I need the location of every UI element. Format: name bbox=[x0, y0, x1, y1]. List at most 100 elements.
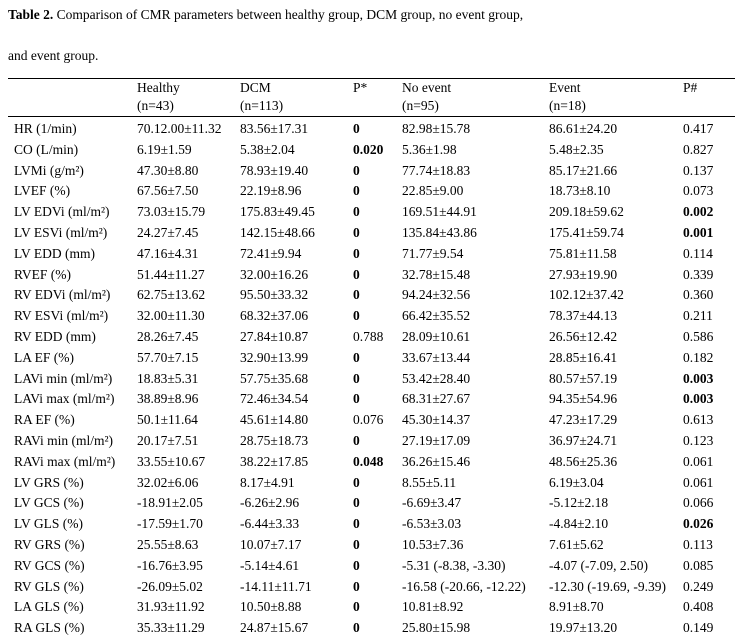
cell: 94.24±32.56 bbox=[402, 287, 471, 303]
cell: 32.90±13.99 bbox=[240, 349, 309, 365]
row-label: RV EDVi (ml/m²) bbox=[14, 287, 111, 303]
cell: 36.97±24.71 bbox=[549, 433, 618, 448]
cell: 27.93±19.90 bbox=[549, 266, 618, 282]
row-label: RVEF (%) bbox=[14, 266, 72, 282]
cell: 35.33±11.29 bbox=[137, 620, 205, 636]
row-label: RV EDD (mm) bbox=[14, 329, 96, 344]
cell: 73.03±15.79 bbox=[137, 204, 206, 220]
cell: 38.89±8.96 bbox=[137, 391, 199, 407]
cell: 0.003 bbox=[683, 370, 714, 386]
cell: 51.44±11.27 bbox=[137, 266, 205, 282]
cell: -16.58 (-20.66, -12.22) bbox=[402, 578, 526, 594]
cell: 10.07±7.17 bbox=[240, 537, 302, 552]
cell: 5.48±2.35 bbox=[549, 141, 604, 157]
cell: -12.30 (-19.69, -9.39) bbox=[549, 578, 666, 594]
cell: 72.46±34.54 bbox=[240, 391, 309, 407]
cell: 32.00±16.26 bbox=[240, 266, 309, 282]
cell: 0.613 bbox=[683, 412, 714, 428]
cell: 0.339 bbox=[683, 266, 714, 282]
cell: 85.17±21.66 bbox=[549, 162, 618, 178]
cell: 0 bbox=[353, 183, 360, 199]
cell: 0.113 bbox=[683, 537, 713, 552]
column-n: (n=95) bbox=[402, 98, 439, 113]
row-label: LV GLS (%) bbox=[14, 516, 84, 532]
row-label: LVEF (%) bbox=[14, 183, 71, 199]
cell: 0 bbox=[353, 433, 360, 448]
column-header: P* bbox=[353, 80, 368, 95]
cell: 0.026 bbox=[683, 516, 714, 532]
cell: 175.83±49.45 bbox=[240, 204, 315, 220]
cell: 20.17±7.51 bbox=[137, 433, 199, 448]
cell: 47.23±17.29 bbox=[549, 412, 618, 428]
cell: 32.02±6.06 bbox=[137, 474, 199, 490]
cell: 0.417 bbox=[683, 121, 714, 136]
cell: 5.36±1.98 bbox=[402, 141, 457, 157]
cell: 18.83±5.31 bbox=[137, 370, 199, 386]
cell: 0.002 bbox=[683, 204, 714, 220]
cell: 77.74±18.83 bbox=[402, 162, 471, 178]
cell: 0.788 bbox=[353, 329, 384, 344]
cell: 7.61±5.62 bbox=[549, 537, 604, 552]
row-label: RV GLS (%) bbox=[14, 578, 84, 594]
cell: 31.93±11.92 bbox=[137, 599, 205, 615]
cell: -6.44±3.33 bbox=[240, 516, 300, 532]
cell: 0 bbox=[353, 162, 360, 178]
cell: 18.73±8.10 bbox=[549, 183, 611, 199]
cell: 83.56±17.31 bbox=[240, 121, 309, 136]
cell: -6.26±2.96 bbox=[240, 495, 300, 511]
cell: 0 bbox=[353, 516, 360, 532]
cell: 27.84±10.87 bbox=[240, 329, 309, 344]
row-label: RA GLS (%) bbox=[14, 620, 85, 636]
cell: 78.93±19.40 bbox=[240, 162, 309, 178]
cell: 0.073 bbox=[683, 183, 714, 199]
cell: 0.001 bbox=[683, 225, 714, 240]
cell: 0.827 bbox=[683, 141, 714, 157]
cell: 0.182 bbox=[683, 349, 714, 365]
cell: 47.30±8.80 bbox=[137, 162, 199, 178]
cell: 0.061 bbox=[683, 453, 714, 469]
column-header: Event bbox=[549, 80, 581, 95]
cell: 48.56±25.36 bbox=[549, 453, 618, 469]
cell: 57.70±7.15 bbox=[137, 349, 199, 365]
cell: 0.020 bbox=[353, 141, 384, 157]
cell: -5.31 (-8.38, -3.30) bbox=[402, 557, 506, 573]
cell: 78.37±44.13 bbox=[549, 308, 618, 324]
column-header: Healthy bbox=[137, 80, 180, 95]
cell: -17.59±1.70 bbox=[137, 516, 203, 532]
cell: 0.211 bbox=[683, 308, 713, 324]
header-rule bbox=[8, 116, 735, 117]
table-label: Table 2. bbox=[8, 7, 54, 22]
cell: 0.137 bbox=[683, 162, 714, 178]
cell: 68.32±37.06 bbox=[240, 308, 309, 324]
cell: 86.61±24.20 bbox=[549, 121, 618, 136]
cell: 80.57±57.19 bbox=[549, 370, 618, 386]
cell: 0 bbox=[353, 349, 360, 365]
cell: 32.78±15.48 bbox=[402, 266, 471, 282]
cell: 57.75±35.68 bbox=[240, 370, 309, 386]
cell: 0 bbox=[353, 370, 360, 386]
cell: -18.91±2.05 bbox=[137, 495, 203, 511]
cell: 0.114 bbox=[683, 245, 713, 261]
cell: 0 bbox=[353, 121, 360, 136]
row-label: RA EF (%) bbox=[14, 412, 75, 428]
cell: -16.76±3.95 bbox=[137, 557, 203, 573]
row-label: LV GCS (%) bbox=[14, 495, 84, 511]
cell: 0 bbox=[353, 495, 360, 511]
cell: 0 bbox=[353, 599, 360, 615]
cell: 0.360 bbox=[683, 287, 714, 303]
cell: 28.85±16.41 bbox=[549, 349, 618, 365]
cell: 0 bbox=[353, 245, 360, 261]
cell: 82.98±15.78 bbox=[402, 121, 471, 136]
cell: 22.85±9.00 bbox=[402, 183, 464, 199]
title-line: Table 2. Comparison of CMR parameters be… bbox=[8, 7, 523, 23]
column-n: (n=113) bbox=[240, 98, 284, 113]
row-label: LV EDD (mm) bbox=[14, 245, 95, 261]
cell: 0.123 bbox=[683, 433, 714, 448]
cell: 71.77±9.54 bbox=[402, 245, 464, 261]
cell: -26.09±5.02 bbox=[137, 578, 203, 594]
cell: 0 bbox=[353, 204, 360, 220]
row-label: RV ESVi (ml/m²) bbox=[14, 308, 109, 324]
cell: 24.27±7.45 bbox=[137, 225, 199, 240]
cell: -6.69±3.47 bbox=[402, 495, 462, 511]
cell: 0 bbox=[353, 537, 360, 552]
